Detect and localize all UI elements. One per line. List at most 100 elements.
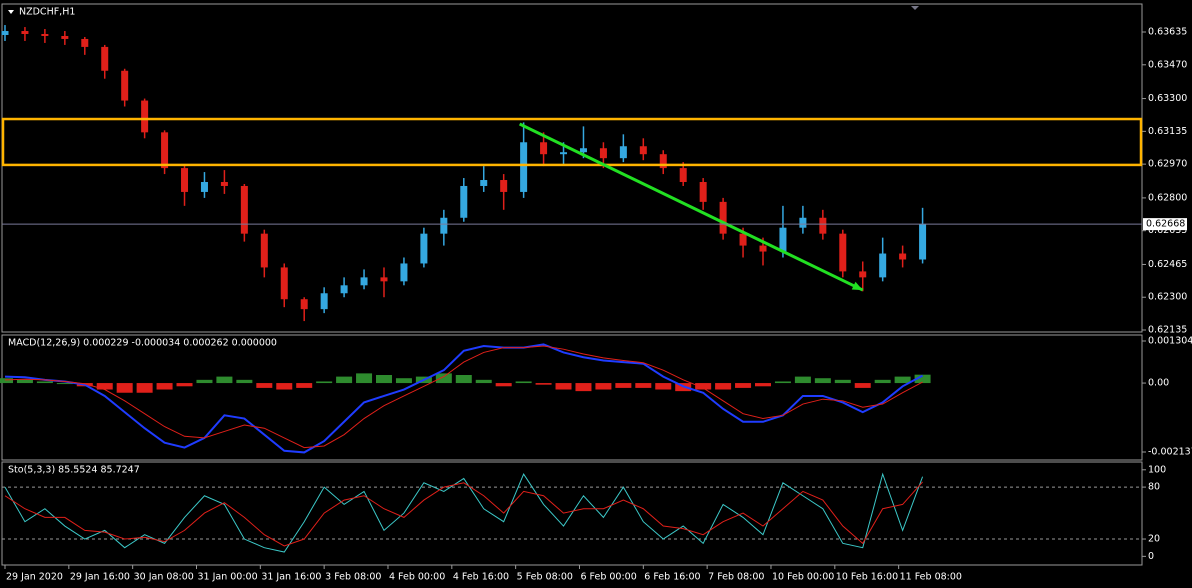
candle-body — [400, 263, 408, 282]
y-tick-label: 0.63135 — [1148, 126, 1187, 137]
candle-body — [141, 100, 149, 133]
candle-body — [679, 168, 687, 183]
y-tick-label: -0.002137 — [1148, 447, 1192, 458]
candle-body — [799, 217, 807, 228]
histogram-bar — [475, 379, 492, 384]
x-tick-label: 11 Feb 08:00 — [900, 572, 962, 583]
histogram-bar — [136, 383, 153, 393]
y-tick-label: 0.63300 — [1148, 93, 1187, 104]
x-tick-label: 10 Feb 16:00 — [836, 572, 898, 583]
candle-body — [440, 217, 448, 234]
candle-body — [859, 271, 867, 278]
panel-frame — [1, 334, 1143, 461]
candle-body — [560, 152, 568, 155]
candle-body — [460, 185, 468, 218]
panel-frame — [1, 3, 1143, 333]
menu-arrow — [8, 10, 14, 14]
candle-body — [619, 146, 627, 159]
trendline — [518, 122, 864, 292]
histogram-bar — [296, 383, 313, 388]
candle-body — [540, 142, 548, 155]
candle-body — [719, 201, 727, 234]
candle-body — [420, 233, 428, 264]
histogram-bar — [655, 383, 672, 390]
histogram-bar — [914, 374, 931, 384]
histogram-bar — [754, 383, 771, 387]
candle-body — [200, 182, 208, 192]
candle-body — [899, 253, 907, 260]
panel-title: MACD(12,26,9) 0.000229 -0.000034 0.00026… — [8, 338, 277, 349]
candle-body — [739, 233, 747, 246]
histogram-bar — [814, 378, 831, 384]
candle-body — [919, 224, 927, 260]
candle-body — [1, 31, 9, 35]
x-tick-label: 5 Feb 08:00 — [517, 572, 573, 583]
candle-body — [579, 148, 587, 153]
histogram-bar — [96, 383, 113, 390]
candle-body — [121, 70, 129, 101]
shift-marker — [911, 6, 919, 10]
current-price-box — [1143, 218, 1187, 231]
histogram-bar — [455, 375, 472, 384]
candle-body — [181, 168, 189, 192]
y-tick-label: 0.62970 — [1148, 159, 1187, 170]
candle-body — [500, 180, 508, 192]
histogram-bar — [356, 373, 373, 384]
histogram-bar — [615, 383, 632, 388]
candle-body — [879, 253, 887, 278]
panel-frame — [1, 461, 1143, 566]
candle-body — [41, 33, 49, 36]
x-tick-label: 10 Feb 00:00 — [772, 572, 834, 583]
y-tick-label: 0 — [1148, 551, 1154, 562]
histogram-bar — [156, 383, 173, 390]
histogram-bar — [894, 376, 911, 384]
candle-body — [480, 180, 488, 186]
trendline-arrowhead — [851, 281, 863, 291]
histogram-bar — [36, 381, 53, 384]
histogram-bar — [116, 383, 133, 393]
candle-body — [161, 132, 169, 169]
histogram-bar — [236, 379, 253, 384]
histogram-bar — [735, 383, 752, 388]
x-tick-label: 29 Jan 16:00 — [70, 572, 130, 583]
histogram-bar — [635, 383, 652, 388]
candle-body — [380, 277, 388, 282]
y-tick-label: 0.63635 — [1148, 27, 1187, 38]
x-tick-label: 30 Jan 08:00 — [134, 572, 194, 583]
candle-body — [599, 148, 607, 159]
macd-line — [4, 345, 923, 449]
panel-title: NZDCHF,H1 — [19, 7, 75, 18]
histogram-bar — [0, 378, 13, 384]
candle-body — [300, 299, 308, 310]
y-tick-label: 80 — [1148, 482, 1160, 493]
candle-body — [360, 277, 368, 286]
histogram-bar — [834, 379, 851, 384]
candle-body — [819, 217, 827, 234]
y-tick-label: 0.62635 — [1148, 225, 1187, 236]
histogram-bar — [336, 376, 353, 384]
histogram-bar — [176, 383, 193, 387]
histogram-bar — [854, 383, 871, 388]
candle-body — [101, 46, 109, 71]
candle-body — [260, 233, 268, 268]
candle-body — [699, 182, 707, 202]
histogram-bar — [575, 383, 592, 392]
y-tick-label: 100 — [1148, 464, 1166, 475]
histogram-bar — [555, 383, 572, 390]
histogram-bar — [794, 376, 811, 384]
histogram-bar — [395, 378, 412, 384]
histogram-bar — [316, 381, 333, 384]
candle-body — [779, 227, 787, 252]
candle-body — [320, 293, 328, 310]
candle-body — [240, 185, 248, 234]
histogram-bar — [715, 383, 732, 390]
x-tick-label: 29 Jan 2020 — [6, 572, 63, 583]
x-tick-label: 6 Feb 00:00 — [580, 572, 636, 583]
histogram-bar — [695, 383, 712, 390]
current-price-label: 0.62668 — [1146, 219, 1185, 230]
histogram-bar — [256, 383, 273, 388]
candle-body — [839, 233, 847, 272]
histogram-bar — [196, 379, 213, 384]
